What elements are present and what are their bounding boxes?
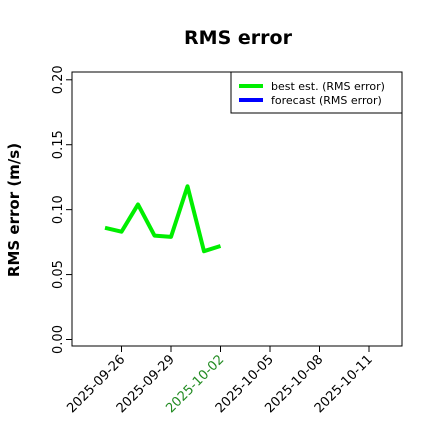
y-axis-label: RMS error (m/s) — [5, 143, 23, 277]
legend: best est. (RMS error)forecast (RMS error… — [230, 71, 403, 114]
chart-title: RMS error — [184, 27, 293, 49]
legend-label: forecast (RMS error) — [271, 94, 382, 107]
y-tick-label: 0.15 — [51, 130, 66, 159]
y-tick-label: 0.00 — [51, 325, 66, 354]
y-tick-label: 0.05 — [51, 260, 66, 289]
y-tick-label: 0.20 — [51, 65, 66, 94]
legend-frame — [230, 71, 403, 114]
data-line — [104, 184, 222, 254]
y-tick-label: 0.10 — [51, 195, 66, 224]
legend-label: best est. (RMS error) — [271, 80, 385, 93]
